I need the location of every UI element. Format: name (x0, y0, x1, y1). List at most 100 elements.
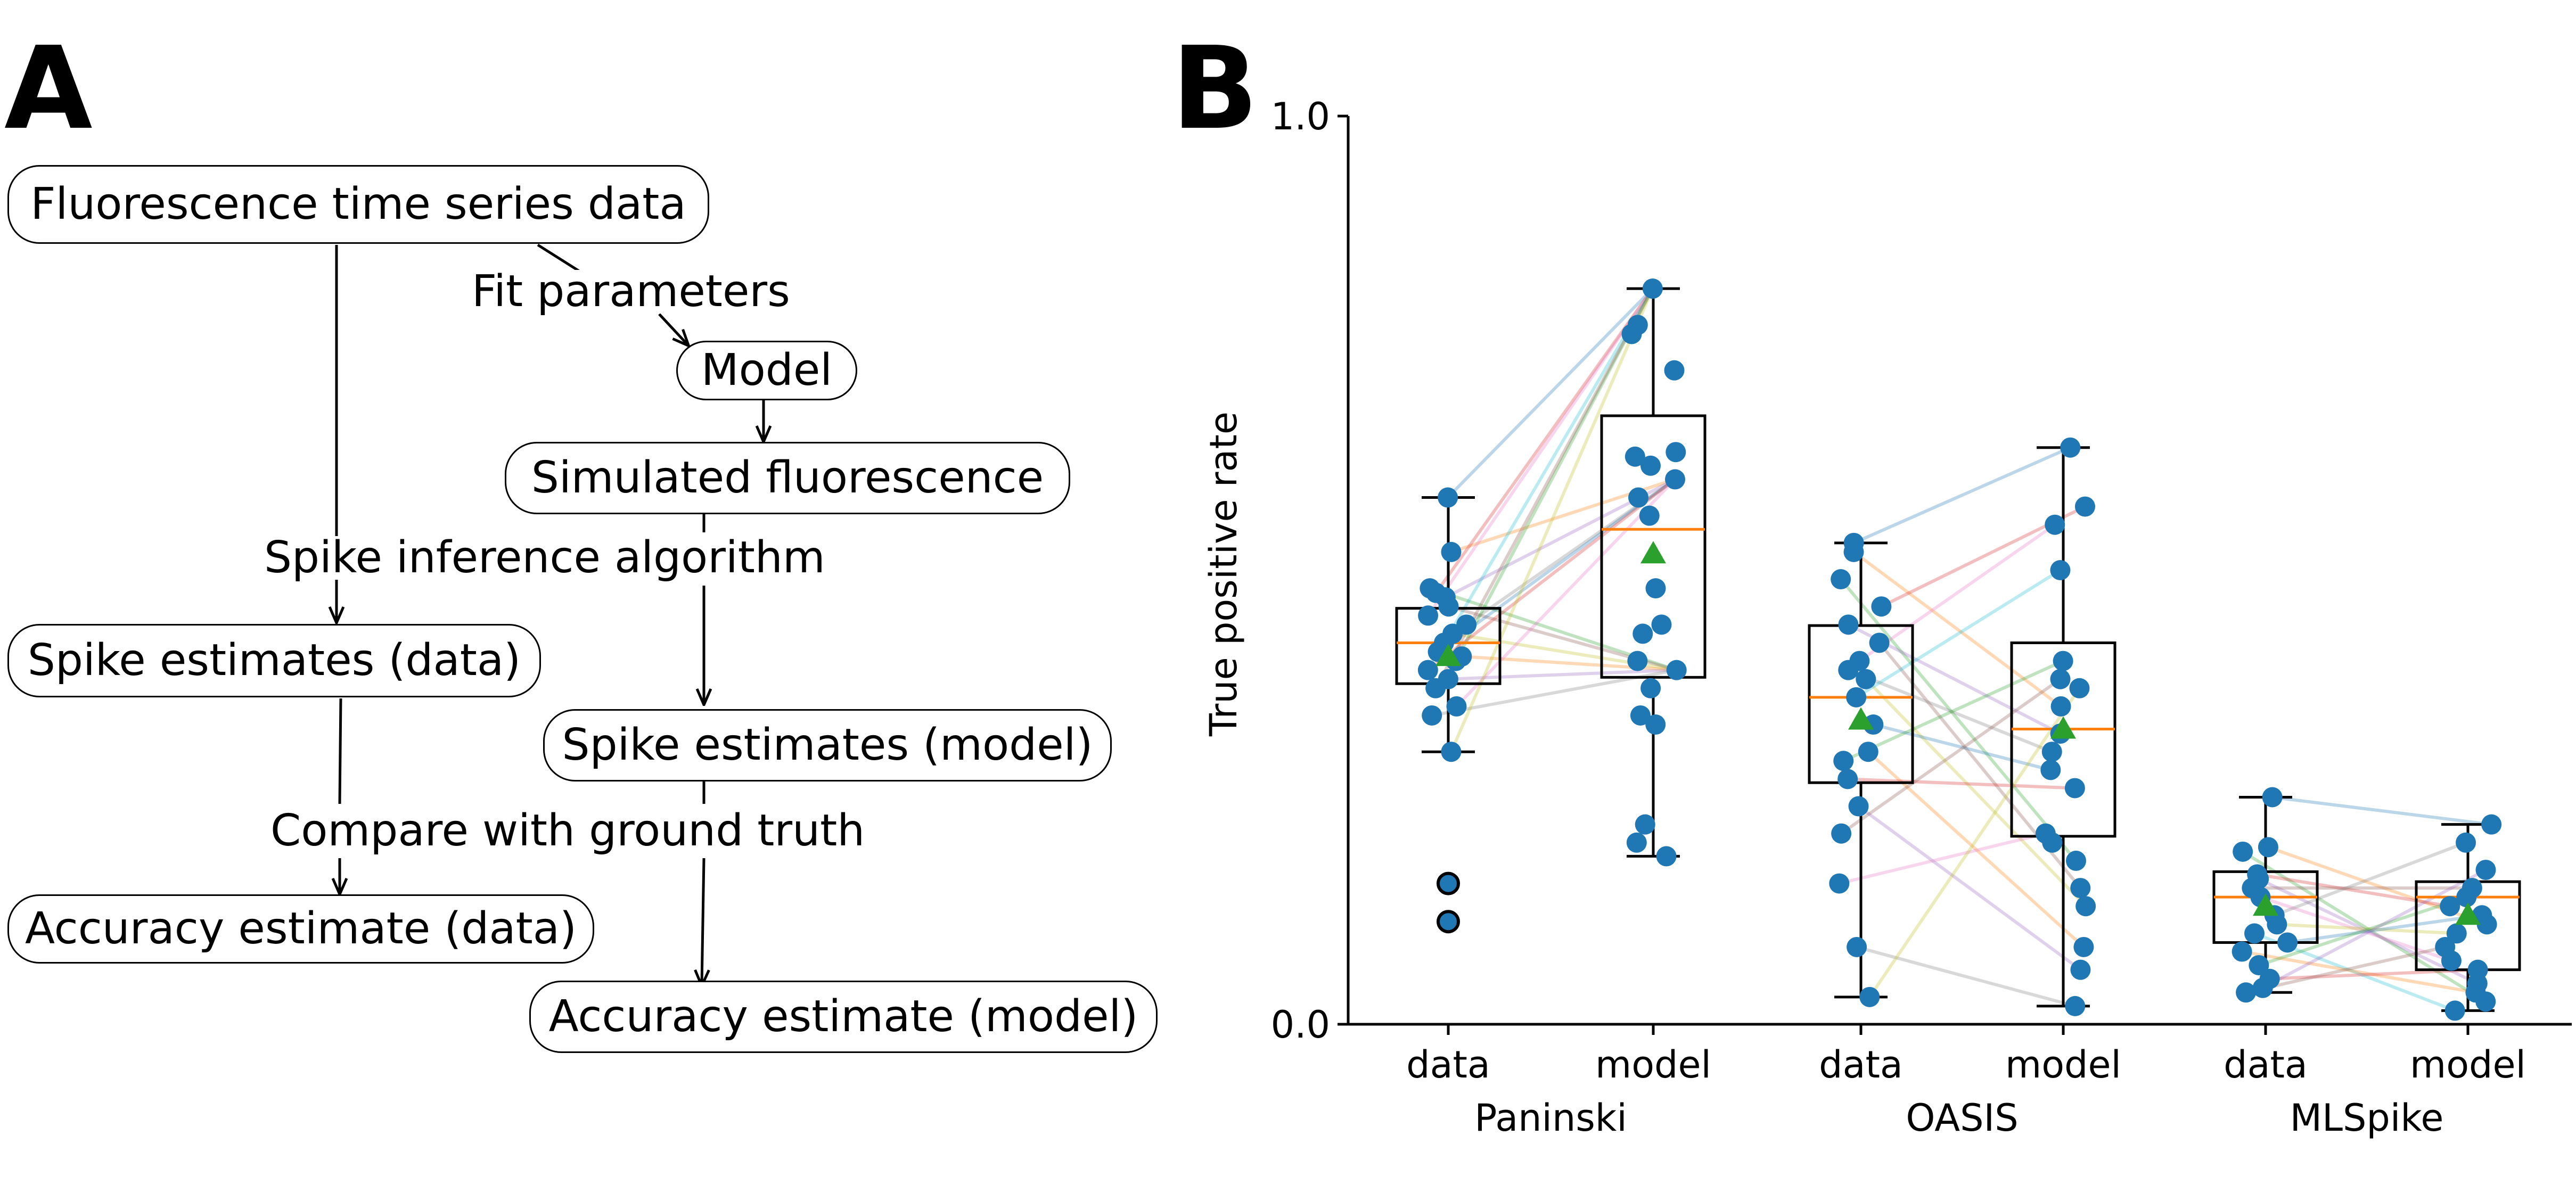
data-point (2440, 896, 2460, 917)
x-tick-label: data (1819, 1043, 1903, 1087)
mean-marker (2455, 902, 2481, 925)
data-point (2252, 977, 2273, 998)
data-point (1441, 541, 1462, 562)
pair-line (1855, 569, 2062, 699)
x-tick-label: model (1595, 1043, 1711, 1087)
data-point (2236, 982, 2257, 1003)
pair-line (2262, 868, 2487, 990)
node-accuracy-model: Accuracy estimate (model) (529, 981, 1158, 1053)
data-point (1640, 455, 1661, 476)
pair-line (1848, 668, 2053, 753)
y-axis-label: True positive rate (1202, 412, 1245, 737)
pair-line (2242, 950, 2476, 994)
pair-line (1448, 668, 1677, 681)
data-point (2050, 669, 2071, 689)
pair-line (1852, 550, 2062, 708)
mean-marker (1848, 707, 1874, 730)
data-point (1438, 596, 1459, 617)
data-point (1837, 769, 1858, 789)
data-point (1441, 742, 1462, 762)
data-point (1438, 487, 1458, 508)
data-point (2446, 923, 2467, 944)
data-point (1843, 541, 1864, 562)
data-point (1666, 442, 1686, 463)
pair-line (1437, 478, 1676, 653)
data-point (2232, 941, 2252, 962)
data-point (2481, 814, 2502, 835)
data-point (2441, 950, 2462, 971)
data-point (1642, 278, 1663, 299)
data-point (1417, 660, 1438, 680)
data-point (2040, 760, 2061, 780)
data-point (2060, 437, 2081, 458)
data-point (1630, 705, 1651, 726)
pair-line (1840, 678, 2062, 835)
node-spike-estimates-model: Spike estimates (model) (543, 709, 1112, 782)
pair-line (1426, 287, 1654, 616)
data-point (1833, 751, 1854, 771)
data-point (2064, 778, 2085, 799)
group-label: OASIS (1906, 1096, 2018, 1140)
data-point (2267, 914, 2287, 935)
pair-line (1873, 723, 2052, 772)
node-simulated-fluorescence: Simulated fluorescence (505, 442, 1070, 514)
data-point (2073, 936, 2094, 957)
pair-line (1858, 523, 2056, 663)
data-point (2476, 914, 2497, 935)
data-point (1664, 360, 1685, 381)
data-point (1639, 505, 1660, 526)
data-point (2444, 1000, 2465, 1021)
outlier-point (1437, 910, 1460, 934)
pair-line (1868, 687, 2081, 998)
mean-marker (2253, 893, 2278, 916)
data-point (1848, 796, 1869, 817)
data-point (1829, 873, 1850, 894)
data-point (2045, 514, 2065, 535)
label-spike-inference: Spike inference algorithm (261, 536, 828, 580)
data-point (2475, 859, 2496, 880)
x-tick-label: data (2224, 1043, 2308, 1087)
data-point (1838, 614, 1859, 635)
data-point (2070, 959, 2091, 980)
data-point (2065, 996, 2086, 1016)
data-point (1651, 614, 1672, 635)
pair-line (2258, 895, 2467, 967)
data-point (1446, 696, 1467, 717)
data-point (2456, 887, 2477, 908)
x-tick-label: data (1406, 1043, 1490, 1087)
pair-line (1856, 945, 2076, 1008)
data-point (2244, 923, 2265, 944)
data-point (1621, 324, 1642, 344)
data-point (1666, 660, 1687, 680)
data-point (2249, 955, 2269, 976)
data-point (1859, 986, 1880, 1007)
data-point (2277, 932, 2298, 953)
data-point (1863, 714, 1884, 735)
pair-line (2257, 873, 2450, 908)
data-point (1625, 446, 1645, 467)
pair-line (2272, 795, 2492, 826)
group-label: Paninski (1474, 1096, 1627, 1140)
data-point (1831, 569, 1851, 590)
data-point (2070, 878, 2091, 899)
data-point (2075, 896, 2096, 917)
pair-line (1434, 287, 1654, 594)
pair-line (2287, 914, 2482, 944)
group-label: MLSpike (2290, 1096, 2444, 1140)
data-point (1858, 742, 1878, 762)
mean-marker (1640, 541, 1666, 564)
node-accuracy-data: Accuracy estimate (data) (7, 894, 594, 964)
pair-line (1442, 287, 1654, 644)
box-iqr (1600, 414, 1707, 679)
data-point (1871, 596, 1892, 617)
boxes-layer (1395, 287, 2521, 1012)
y-tick-label: 0.0 (1271, 1003, 1330, 1047)
node-model: Model (676, 341, 857, 400)
data-point (1425, 678, 1446, 698)
pair-line (1455, 478, 1677, 708)
data-point (1418, 605, 1439, 626)
node-spike-estimates-data: Spike estimates (data) (7, 624, 541, 697)
pair-line (2245, 945, 2446, 994)
data-point (2475, 991, 2496, 1012)
pair-line (1839, 832, 2046, 885)
